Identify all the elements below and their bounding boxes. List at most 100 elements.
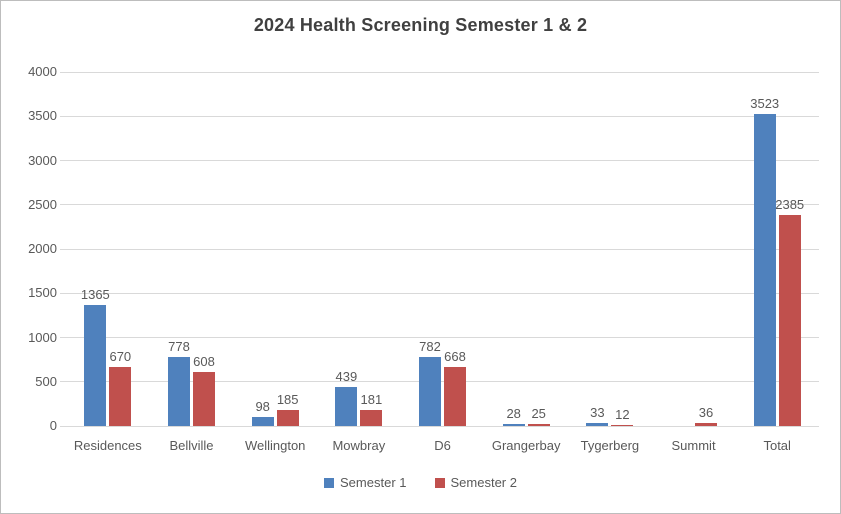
bar-semester-2-bellville — [193, 372, 215, 426]
data-label-semester-1-d6: 782 — [419, 339, 441, 354]
data-label-semester-1-bellville: 778 — [168, 339, 190, 354]
bar-slot-semester-1-total: 3523 — [750, 72, 779, 426]
legend-swatch-semester-1 — [324, 477, 335, 488]
bar-semester-1-d6 — [419, 357, 442, 426]
bar-slot-semester-1-bellville: 778 — [168, 72, 190, 426]
data-label-semester-1-grangerbay: 28 — [506, 406, 521, 421]
x-tick-label-summit: Summit — [671, 438, 716, 453]
bar-semester-1-wellington — [251, 417, 274, 426]
gridline-4000 — [60, 71, 819, 73]
bar-semester-2-total — [778, 215, 801, 426]
gridline-3000 — [60, 160, 819, 161]
bar-semester-2-residences — [109, 367, 132, 426]
bar-group-summit: 36 — [652, 72, 736, 426]
bar-slot-semester-1-residences: 1365 — [81, 72, 110, 426]
gridline-3500 — [60, 115, 819, 117]
bar-semester-1-residences — [84, 305, 107, 426]
bar-semester-1-grangerbay — [502, 424, 525, 426]
y-tick-label-4000: 4000 — [28, 64, 57, 79]
bar-slot-semester-2-tygerberg: 12 — [611, 72, 634, 426]
bar-slot-semester-1-wellington: 98 — [251, 72, 274, 426]
data-label-semester-1-total: 3523 — [750, 96, 780, 111]
data-label-semester-2-d6: 668 — [444, 349, 466, 364]
bar-group-wellington: 98 185 — [233, 72, 317, 426]
data-label-semester-2-total: 2385 — [775, 197, 805, 212]
data-label-semester-2-wellington: 185 — [276, 392, 299, 407]
y-tick-label-3000: 3000 — [28, 152, 57, 168]
bar-semester-2-mowbray — [360, 410, 383, 426]
bar-semester-1-mowbray — [335, 387, 358, 426]
bar-group-d6: 782 668 — [401, 72, 485, 426]
bar-slot-semester-1-tygerberg: 33 — [586, 72, 609, 426]
data-label-semester-1-wellington: 98 — [255, 399, 270, 414]
bar-semester-2-tygerberg — [611, 425, 634, 426]
data-label-semester-2-grangerbay: 25 — [531, 406, 546, 421]
bar-slot-semester-2-d6: 668 — [444, 72, 467, 426]
bar-group-grangerbay: 28 25 — [484, 72, 568, 426]
legend-entry-semester-1: Semester 1 — [324, 475, 407, 490]
y-axis-labels: 0 500 1000 1500 2000 2500 3000 3500 4000 — [1, 64, 57, 433]
bar-slot-semester-1-d6: 782 — [419, 72, 442, 426]
bar-semester-2-d6 — [444, 367, 467, 426]
y-tick-label-3500: 3500 — [28, 108, 57, 124]
x-tick-label-wellington: Wellington — [244, 438, 306, 453]
bar-slot-semester-2-grangerbay: 25 — [527, 72, 550, 426]
bar-group-residences: 1365 670 — [66, 72, 150, 426]
legend-label-semester-1: Semester 1 — [340, 475, 407, 490]
bar-slot-semester-1-mowbray: 439 — [335, 72, 358, 426]
data-label-semester-2-tygerberg: 12 — [615, 407, 630, 422]
bar-semester-1-tygerberg — [586, 423, 609, 426]
gridline-1500 — [60, 292, 819, 294]
bar-group-total: 3523 2385 — [735, 72, 819, 426]
bar-slot-semester-1-grangerbay: 28 — [502, 72, 525, 426]
bar-groups: 1365 670 778 608 98 185 439 181 782 668 28 25 33 12 36… — [66, 72, 819, 426]
data-label-semester-2-residences: 670 — [109, 349, 132, 364]
x-tick-label-mowbray: Mowbray — [332, 438, 386, 453]
gridline-1000 — [60, 337, 819, 338]
bar-group-tygerberg: 33 12 — [568, 72, 652, 426]
y-tick-label-1000: 1000 — [28, 329, 57, 345]
x-tick-label-tygerberg: Tygerberg — [580, 438, 640, 453]
data-label-semester-2-mowbray: 181 — [360, 392, 383, 407]
data-label-semester-1-residences: 1365 — [80, 287, 110, 302]
y-tick-label-2500: 2500 — [28, 196, 57, 212]
legend-swatch-semester-2 — [434, 477, 445, 488]
bar-semester-2-summit — [695, 423, 718, 426]
bar-semester-1-bellville — [168, 357, 190, 426]
plot-area: 1365 670 778 608 98 185 439 181 782 668 28 25 33 12 36… — [60, 71, 819, 427]
chart-title: 2024 Health Screening Semester 1 & 2 — [253, 15, 588, 35]
gridline-0 — [60, 425, 819, 427]
x-tick-label-grangerbay: Grangerbay — [491, 438, 561, 453]
bar-slot-semester-2-wellington: 185 — [276, 72, 299, 426]
y-tick-label-2000: 2000 — [28, 241, 57, 256]
bar-slot-semester-1-summit — [670, 72, 692, 426]
y-tick-label-0: 0 — [49, 418, 57, 433]
y-tick-label-1500: 1500 — [28, 285, 57, 301]
bar-group-bellville: 778 608 — [150, 72, 234, 426]
data-label-semester-2-bellville: 608 — [193, 354, 215, 369]
gridline-2000 — [60, 248, 819, 250]
y-tick-label-500: 500 — [35, 373, 57, 389]
bar-semester-2-wellington — [276, 410, 299, 426]
x-tick-label-d6: D6 — [434, 438, 451, 453]
bar-slot-semester-2-bellville: 608 — [193, 72, 215, 426]
bar-semester-1-total — [753, 114, 776, 426]
legend-label-semester-2: Semester 2 — [450, 475, 517, 490]
x-tick-label-total: Total — [763, 438, 791, 453]
data-label-semester-1-tygerberg: 33 — [590, 405, 605, 420]
bar-group-mowbray: 439 181 — [317, 72, 401, 426]
bar-slot-semester-2-summit: 36 — [695, 72, 718, 426]
legend-entry-semester-2: Semester 2 — [434, 475, 517, 490]
x-axis-labels: Residences Bellville Wellington Mowbray D6 Gr… — [66, 438, 819, 453]
data-label-semester-1-mowbray: 439 — [335, 369, 358, 384]
bar-slot-semester-2-total: 2385 — [775, 72, 804, 426]
gridline-2500 — [60, 204, 819, 206]
x-tick-label-bellville: Bellville — [169, 438, 214, 453]
bar-slot-semester-2-mowbray: 181 — [360, 72, 383, 426]
bar-slot-semester-2-residences: 670 — [109, 72, 132, 426]
data-label-semester-2-summit: 36 — [698, 405, 714, 420]
legend: Semester 1 Semester 2 — [1, 475, 840, 490]
bar-semester-2-grangerbay — [527, 424, 550, 426]
x-tick-label-residences: Residences — [73, 438, 142, 453]
